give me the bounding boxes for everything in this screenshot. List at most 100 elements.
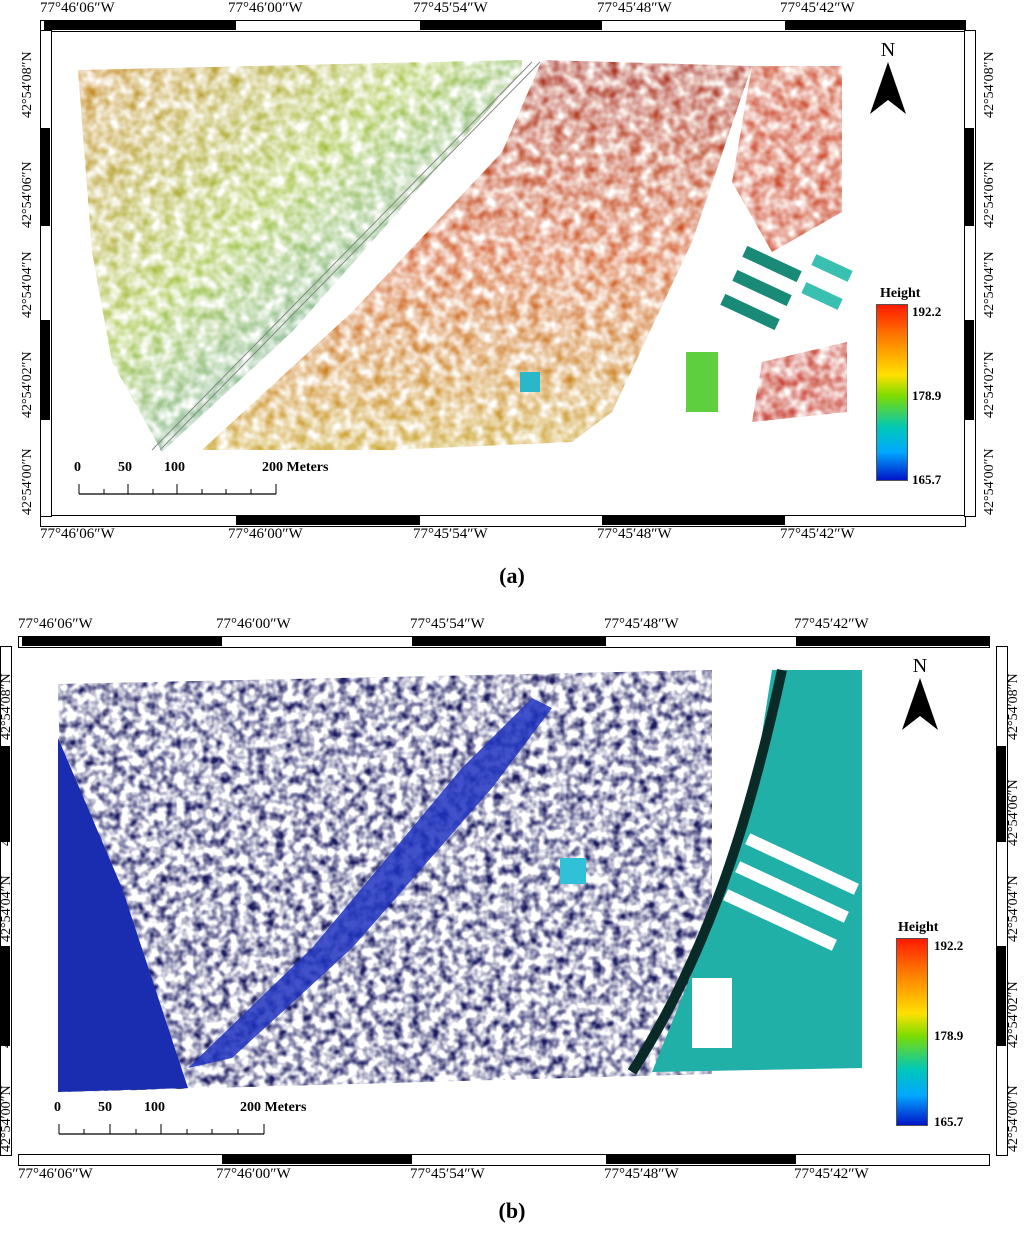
longitude-label: 77°45′48″W — [597, 0, 672, 16]
latitude-label: 42°54′00″N — [1006, 1085, 1021, 1152]
legend-title: Height — [880, 286, 921, 301]
tree-canopy-southeast — [752, 342, 847, 422]
scale-ruler — [58, 1124, 265, 1135]
left-border — [40, 30, 52, 517]
scale-ruler — [78, 484, 277, 495]
latitude-label: 42°54′02″N — [982, 351, 997, 418]
longitude-label: 77°45′54″W — [413, 526, 488, 542]
ground-west-lowland — [58, 738, 188, 1092]
longitude-label: 77°45′42″W — [780, 526, 855, 542]
latitude-label: 42°54′08″N — [1006, 673, 1021, 740]
latitude-label: 42°54′04″N — [982, 251, 997, 318]
caption-b: (b) — [498, 1198, 526, 1223]
longitude-label: 77°45′48″W — [604, 616, 679, 632]
bottom-border — [18, 1154, 990, 1166]
ground-road-corridor — [188, 698, 552, 1068]
left-border-segment — [0, 746, 10, 842]
right-border — [964, 30, 976, 517]
north-arrow: N — [898, 656, 942, 737]
top-border-segment — [412, 636, 606, 646]
latitude-label: 42°54′04″N — [1006, 875, 1021, 942]
latitude-label: 42°54′08″N — [20, 51, 35, 118]
longitude-label: 77°45′42″W — [794, 1166, 869, 1182]
height-legend: Height 192.2 178.9 165.7 — [872, 282, 962, 492]
bottom-border-segment — [602, 515, 785, 525]
caption-letter: a — [506, 563, 518, 588]
lidar-point-cloud-map — [78, 60, 853, 452]
left-border-segment — [0, 946, 10, 1046]
building-footprints — [692, 833, 859, 1048]
north-label: N — [880, 39, 896, 61]
top-border-segment — [22, 636, 222, 646]
longitude-label: 77°45′54″W — [413, 0, 488, 16]
latitude-label: 42°54′02″N — [20, 351, 35, 418]
scale-label: 50 — [98, 1100, 112, 1115]
legend-color-ramp — [876, 304, 908, 481]
right-border-segment — [996, 746, 1006, 842]
buildings — [520, 245, 853, 412]
scale-label: 0 — [74, 460, 81, 475]
legend-max: 192.2 — [912, 304, 942, 319]
legend-mid: 178.9 — [912, 388, 942, 403]
top-border-segment — [785, 20, 965, 30]
longitude-label: 77°45′42″W — [780, 0, 855, 16]
bottom-border-segment — [606, 1154, 796, 1164]
right-border-segment — [996, 946, 1006, 1046]
legend-color-ramp — [896, 938, 928, 1126]
height-legend: Height 192.2 178.9 165.7 — [892, 916, 990, 1131]
caption-a: (a) — [499, 563, 525, 588]
latitude-label: 42°54′00″N — [982, 448, 997, 515]
right-border-segment — [964, 128, 974, 226]
north-arrow-icon — [870, 62, 906, 114]
north-arrow-icon — [902, 678, 938, 730]
latitude-label: 42°54′02″N — [1006, 981, 1021, 1048]
longitude-label: 77°46′00″W — [228, 0, 303, 16]
road-line — [159, 61, 541, 451]
bottom-border-segment — [222, 1154, 412, 1164]
tree-canopy-center — [202, 60, 752, 450]
north-arrow: N — [866, 40, 910, 121]
scale-label: 50 — [118, 460, 132, 475]
longitude-label: 77°46′06″W — [18, 1166, 93, 1182]
latitude-label: 42°54′06″N — [20, 161, 35, 228]
longitude-label: 77°46′06″W — [40, 526, 115, 542]
longitude-label: 77°45′54″W — [410, 1166, 485, 1182]
ground-point-cloud-map — [58, 668, 862, 1092]
longitude-label: 77°45′48″W — [597, 526, 672, 542]
longitude-label: 77°46′06″W — [18, 616, 93, 632]
latitude-label: 42°54′08″N — [982, 51, 997, 118]
legend-min: 165.7 — [912, 472, 942, 487]
scale-label: 100 — [164, 460, 185, 475]
tree-canopy-northeast — [732, 66, 842, 252]
scale-bar: 0 50 100 200 Meters — [74, 460, 374, 500]
scale-label: 200 Meters — [240, 1100, 307, 1115]
legend-title: Height — [898, 920, 939, 935]
scale-label: 100 — [144, 1100, 165, 1115]
latitude-label: 42°54′06″N — [1006, 779, 1021, 846]
latitude-label: 42°54′04″N — [20, 251, 35, 318]
longitude-label: 77°45′42″W — [794, 616, 869, 632]
top-border-segment — [796, 636, 989, 646]
road-line — [151, 61, 533, 451]
longitude-label: 77°45′48″W — [604, 1166, 679, 1182]
railway-track — [627, 668, 787, 1075]
longitude-label: 77°46′00″W — [216, 616, 291, 632]
left-border-segment — [40, 320, 50, 420]
map-panel-a: 77°46′06″W 77°46′00″W 77°45′54″W 77°45′4… — [0, 0, 1024, 560]
latitude-label: 42°54′06″N — [982, 161, 997, 228]
north-label: N — [912, 655, 928, 677]
scale-bar: 0 50 100 200 Meters — [54, 1100, 354, 1140]
scale-label: 0 — [54, 1100, 61, 1115]
right-border-segment — [964, 320, 974, 420]
top-border-segment — [420, 20, 602, 30]
building-footprint — [560, 858, 586, 884]
left-border-segment — [40, 128, 50, 226]
legend-min: 165.7 — [934, 1114, 964, 1129]
caption-letter: b — [505, 1198, 519, 1223]
tree-canopy-west — [78, 60, 522, 452]
longitude-label: 77°46′06″W — [40, 0, 115, 16]
scale-label: 200 Meters — [262, 460, 329, 475]
top-border-segment — [44, 20, 236, 30]
map-panel-b: 77°46′06″W 77°46′00″W 77°45′54″W 77°45′4… — [0, 608, 1024, 1188]
bottom-border-segment — [236, 515, 420, 525]
